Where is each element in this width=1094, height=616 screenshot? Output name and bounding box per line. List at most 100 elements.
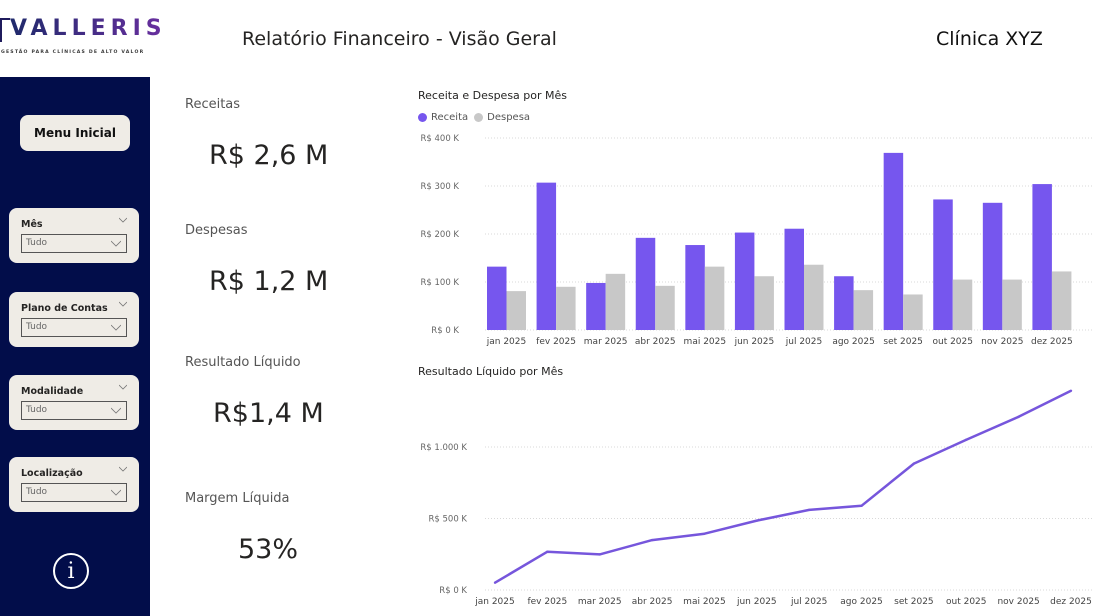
line-point-out-2025[interactable] [965,438,968,441]
logo-mark [0,18,10,42]
bar-despesa-out-2025[interactable] [952,279,973,330]
x-tick-label: jan 2025 [474,597,515,607]
bar-receita-out-2025[interactable] [933,199,953,330]
x-tick-label: out 2025 [946,597,987,607]
x-tick-label: dez 2025 [1050,597,1092,607]
x-tick-label: nov 2025 [997,597,1039,607]
slicer-value: Tudo [26,238,48,248]
slicer-dropdown[interactable]: Tudo [21,318,127,337]
kpi-margem-value: 53% [238,534,299,565]
chevron-down-icon [111,407,121,414]
chevron-down-icon [111,324,121,331]
menu-inicial-button[interactable]: Menu Inicial [20,115,130,151]
bar-despesa-mai-2025[interactable] [704,266,725,330]
slicer-dropdown[interactable]: Tudo [21,483,127,502]
y-tick-label: R$ 0 K [439,586,467,596]
slicer-label: Plano de Contas [21,303,108,314]
slicer-label: Localização [21,468,83,479]
chevron-down-icon[interactable] [119,465,127,473]
slicer-label: Mês [21,219,43,230]
x-tick-label: jul 2025 [790,597,827,607]
x-tick-label: nov 2025 [981,337,1023,347]
bar-despesa-jul-2025[interactable] [804,264,824,330]
bar-despesa-ago-2025[interactable] [853,290,874,330]
x-tick-label: abr 2025 [632,597,673,607]
bar-despesa-abr-2025[interactable] [655,285,675,330]
chevron-down-icon[interactable] [119,383,127,391]
y-tick-label: R$ 100 K [420,278,459,288]
bar-receita-abr-2025[interactable] [635,237,656,330]
slicer-modalidade: Modalidade Tudo [9,375,139,430]
kpi-resultado-value: R$1,4 M [213,398,324,429]
bar-despesa-mar-2025[interactable] [605,273,626,330]
slicer-mes: Mês Tudo [9,208,139,263]
line-point-abr-2025[interactable] [650,538,654,542]
bar-despesa-jan-2025[interactable] [506,291,527,330]
bar-receita-jan-2025[interactable] [487,266,507,330]
bar-receita-ago-2025[interactable] [834,276,854,330]
line-point-jan-2025[interactable] [493,581,497,584]
bar-receita-nov-2025[interactable] [982,202,1003,330]
x-tick-label: mar 2025 [584,337,628,347]
logo: VALLERIS GESTÃO PARA CLÍNICAS DE ALTO VA… [0,10,162,65]
x-tick-label: jun 2025 [736,597,777,607]
x-tick-label: mar 2025 [578,597,622,607]
bar-despesa-dez-2025[interactable] [1051,271,1072,330]
x-tick-label: mai 2025 [683,597,726,607]
bar-receita-mai-2025[interactable] [685,245,705,330]
bar-receita-jun-2025[interactable] [734,232,755,330]
bar-chart-title: Receita e Despesa por Mês [418,89,568,102]
bar-receita-mar-2025[interactable] [586,282,606,330]
bar-despesa-jun-2025[interactable] [754,276,774,330]
slicer-dropdown[interactable]: Tudo [21,401,127,420]
info-icon[interactable]: i [53,553,89,589]
kpi-despesas-label: Despesas [185,223,248,238]
line-point-ago-2025[interactable] [860,504,863,507]
y-tick-label: R$ 500 K [428,515,467,525]
bar-despesa-set-2025[interactable] [903,294,923,330]
bar-receita-jul-2025[interactable] [784,228,805,330]
slicer-localizacao: Localização Tudo [9,457,139,512]
line-point-nov-2025[interactable] [1017,415,1020,419]
kpi-despesas-value: R$ 1,2 M [209,266,329,297]
kpi-resultado-label: Resultado Líquido [185,355,301,370]
bar-chart-legend: Receita Despesa [418,112,530,123]
x-tick-label: jul 2025 [785,337,822,347]
bar-receita-dez-2025[interactable] [1032,184,1052,330]
slicer-value: Tudo [26,487,48,497]
chevron-down-icon[interactable] [119,300,127,308]
y-tick-label: R$ 1.000 K [420,443,467,453]
x-tick-label: fev 2025 [527,597,567,607]
line-point-mar-2025[interactable] [598,553,601,556]
x-tick-label: out 2025 [932,337,973,347]
line-point-mai-2025[interactable] [703,532,706,535]
line-point-dez-2025[interactable] [1069,389,1073,393]
legend-despesa-label[interactable]: Despesa [487,112,531,123]
line-point-fev-2025[interactable] [546,550,549,553]
y-tick-label: R$ 400 K [420,134,459,144]
legend-receita-label[interactable]: Receita [431,112,469,123]
kpi-receitas-label: Receitas [185,97,241,112]
chevron-down-icon[interactable] [119,216,127,224]
x-tick-label: set 2025 [883,337,923,347]
legend-despesa-marker [474,113,484,122]
x-tick-label: abr 2025 [635,337,676,347]
kpi-receitas-value: R$ 2,6 M [209,140,329,171]
page-title: Relatório Financeiro - Visão Geral [242,28,557,50]
client-name: Clínica XYZ [936,28,1043,50]
line-chart: R$ 0 K R$ 500 K R$ 1.000 K jan 2025 fev 2025… [420,389,1094,607]
line-resultado-liquido[interactable] [494,389,1072,584]
logo-wordmark: VALLERIS [10,16,167,41]
bar-receita-set-2025[interactable] [883,152,904,330]
kpi-margem-label: Margem Líquida [185,491,290,506]
bar-receita-fev-2025[interactable] [536,182,557,330]
slicer-label: Modalidade [21,386,84,397]
y-tick-label: R$ 300 K [420,182,459,192]
bar-despesa-nov-2025[interactable] [1002,279,1022,330]
line-point-jul-2025[interactable] [807,508,811,512]
slicer-dropdown[interactable]: Tudo [21,234,127,253]
line-point-jun-2025[interactable] [755,519,759,522]
line-point-set-2025[interactable] [912,462,916,465]
sidebar: Menu Inicial Mês Tudo Plano de Contas Tu… [0,77,150,616]
bar-despesa-fev-2025[interactable] [556,286,576,330]
